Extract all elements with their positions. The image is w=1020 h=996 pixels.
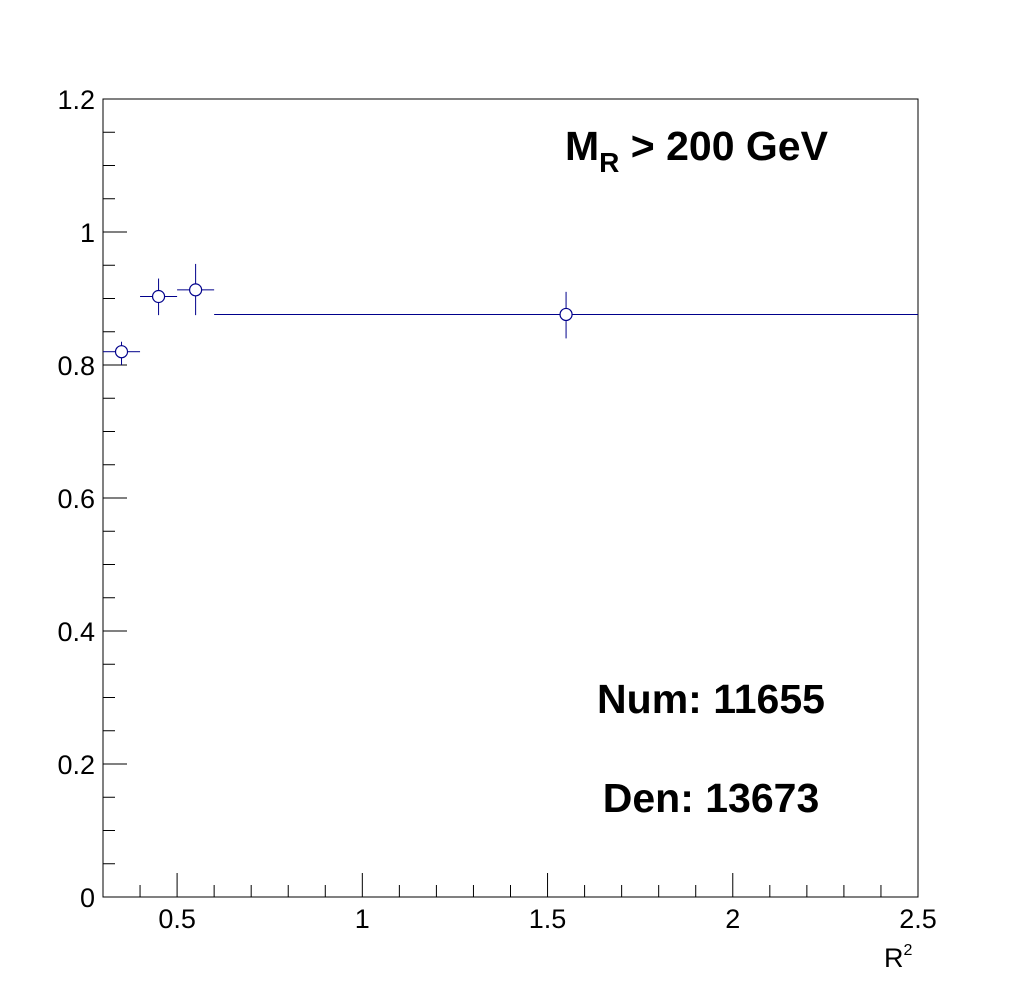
- y-tick-label: 0.4: [57, 617, 95, 647]
- y-tick-label: 0.8: [57, 351, 95, 381]
- point-marker: [559, 307, 573, 322]
- x-tick-label: 0.5: [158, 904, 196, 934]
- y-axis: 0 0.2 0.4 0.6 0.8 1 1.2: [57, 85, 127, 913]
- point-marker: [151, 289, 166, 304]
- point-marker: [189, 283, 203, 297]
- y-tick-label: 1.2: [57, 85, 95, 115]
- y-tick-label: 0.2: [57, 750, 95, 780]
- mass-cut-annotation: MR > 200 GeV: [565, 123, 829, 178]
- x-tick-label: 1.5: [529, 904, 567, 934]
- data-point: [103, 341, 141, 365]
- denominator-count: Den: 13673: [603, 775, 820, 821]
- y-tick-label: 1: [80, 218, 95, 248]
- y-tick-label: 0.6: [57, 484, 95, 514]
- data-series: [103, 263, 918, 365]
- x-axis: 0.5 1 1.5 2 2.5: [102, 873, 937, 934]
- x-tick-label: 2.5: [899, 904, 937, 934]
- point-marker: [114, 345, 129, 359]
- x-tick-label: 2: [725, 904, 740, 934]
- data-point: [140, 278, 178, 316]
- data-point: [177, 263, 215, 316]
- x-tick-label: 1: [355, 904, 370, 934]
- x-axis-title: R2: [884, 942, 913, 973]
- y-tick-label: 0: [80, 883, 95, 913]
- numerator-count: Num: 11655: [597, 676, 825, 722]
- data-point: [214, 291, 918, 339]
